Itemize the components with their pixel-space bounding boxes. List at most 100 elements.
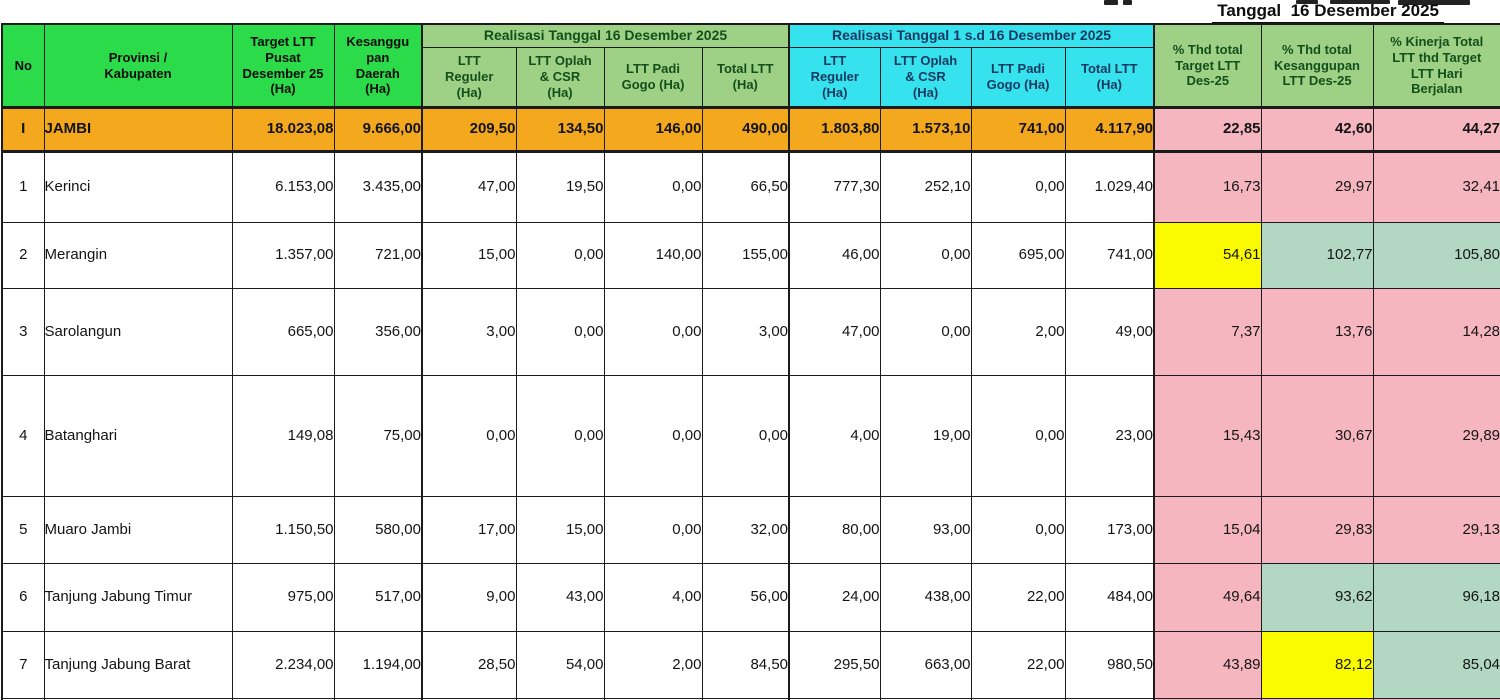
value-cell: 490,00 xyxy=(701,106,790,153)
value-cell: 84,50 xyxy=(701,631,790,699)
province-total-row: I JAMBI 18.023,08 9.666,00 209,50 134,50 146,0… xyxy=(1,106,1500,153)
region-name-cell: Muaro Jambi xyxy=(43,496,233,564)
percent-cell: 7,37 xyxy=(1153,288,1262,376)
value-cell: 49,00 xyxy=(1064,288,1155,376)
value-cell: 2,00 xyxy=(970,288,1066,376)
region-name-cell: Tanjung Jabung Timur xyxy=(43,563,233,632)
col-header-kesanggupan: Kesanggu pan Daerah (Ha) xyxy=(333,23,423,108)
value-cell: 43,00 xyxy=(515,563,605,632)
value-cell: 1.357,00 xyxy=(231,222,335,289)
value-cell: 140,00 xyxy=(603,222,703,289)
district-row: 5 Muaro Jambi 1.150,50 580,00 17,00 15,00 0,00… xyxy=(1,496,1500,564)
value-cell: 9,00 xyxy=(421,563,517,632)
value-cell: 695,00 xyxy=(970,222,1066,289)
table-body: I JAMBI 18.023,08 9.666,00 209,50 134,50 146,0… xyxy=(1,106,1500,700)
value-cell: 22,00 xyxy=(970,631,1066,699)
value-cell: 28,50 xyxy=(421,631,517,699)
value-cell: 75,00 xyxy=(333,375,423,497)
value-cell: 209,50 xyxy=(421,106,517,153)
value-cell: 19,50 xyxy=(515,151,605,223)
table-header: No Provinsi / Kabupaten Target LTT Pusat… xyxy=(1,23,1500,108)
value-cell: 146,00 xyxy=(603,106,703,153)
report-date: Tanggal 16 Desember 2025 xyxy=(1212,1,1444,24)
percent-cell: 102,77 xyxy=(1260,222,1374,289)
row-number-cell: 6 xyxy=(1,563,45,632)
percent-cell: 15,04 xyxy=(1153,496,1262,564)
clipped-text-fragment xyxy=(1296,0,1318,4)
percent-cell: 93,62 xyxy=(1260,563,1374,632)
row-number-cell: 2 xyxy=(1,222,45,289)
col-header-ltt-reguler-1: LTT Reguler (Ha) xyxy=(421,47,517,108)
value-cell: 0,00 xyxy=(515,288,605,376)
region-name-cell: Batanghari xyxy=(43,375,233,497)
group-header-realisasi-1sd16-des: Realisasi Tanggal 1 s.d 16 Desember 2025 xyxy=(788,23,1155,48)
percent-cell: 29,97 xyxy=(1260,151,1374,223)
clipped-text-fragment xyxy=(1104,0,1118,5)
value-cell: 721,00 xyxy=(333,222,423,289)
value-cell: 0,00 xyxy=(701,375,790,497)
value-cell: 741,00 xyxy=(970,106,1066,153)
value-cell: 15,00 xyxy=(515,496,605,564)
col-header-ltt-reguler-2: LTT Reguler (Ha) xyxy=(788,47,881,108)
value-cell: 1.029,40 xyxy=(1064,151,1155,223)
district-row: 1 Kerinci 6.153,00 3.435,00 47,00 19,50 0,00 66… xyxy=(1,151,1500,223)
value-cell: 4.117,90 xyxy=(1064,106,1155,153)
percent-cell: 13,76 xyxy=(1260,288,1374,376)
value-cell: 741,00 xyxy=(1064,222,1155,289)
value-cell: 517,00 xyxy=(333,563,423,632)
value-cell: 66,50 xyxy=(701,151,790,223)
percent-cell xyxy=(1372,698,1500,700)
percent-cell: 29,89 xyxy=(1372,375,1500,497)
value-cell: 0,00 xyxy=(515,375,605,497)
percent-cell: 22,85 xyxy=(1153,106,1262,153)
value-cell: 46,00 xyxy=(788,222,881,289)
col-header-ltt-oplah-1: LTT Oplah & CSR (Ha) xyxy=(515,47,605,108)
district-row: 7 Tanjung Jabung Barat 2.234,00 1.194,00 28,… xyxy=(1,631,1500,699)
col-header-pct-kinerja: % Kinerja Total LTT thd Target LTT Hari … xyxy=(1372,23,1500,108)
value-cell: 149,08 xyxy=(231,375,335,497)
value-cell: 2.234,00 xyxy=(231,631,335,699)
value-cell: 134,50 xyxy=(515,106,605,153)
percent-cell: 32,41 xyxy=(1372,151,1500,223)
row-number-cell: 1 xyxy=(1,151,45,223)
value-cell: 17,00 xyxy=(421,496,517,564)
region-name-cell: Kerinci xyxy=(43,151,233,223)
percent-cell: 16,73 xyxy=(1153,151,1262,223)
region-name-cell: Sarolangun xyxy=(43,288,233,376)
region-name-cell: Tanjung Jabung Barat xyxy=(43,631,233,699)
row-number-cell: 4 xyxy=(1,375,45,497)
value-cell: 0,00 xyxy=(603,375,703,497)
percent-cell: 82,12 xyxy=(1260,631,1374,699)
value-cell: 4,00 xyxy=(603,563,703,632)
district-row: 2 Merangin 1.357,00 721,00 15,00 0,00 140,00 15… xyxy=(1,222,1500,289)
col-header-target: Target LTT Pusat Desember 25 (Ha) xyxy=(231,23,335,108)
col-header-pct-kesanggupan: % Thd total Kesanggupan LTT Des-25 xyxy=(1260,23,1374,108)
value-cell: 54,00 xyxy=(515,631,605,699)
value-cell: 173,00 xyxy=(1064,496,1155,564)
value-cell: 663,00 xyxy=(879,631,972,699)
value-cell: 24,00 xyxy=(788,563,881,632)
percent-cell: 105,80 xyxy=(1372,222,1500,289)
col-header-province: Provinsi / Kabupaten xyxy=(43,23,233,108)
value-cell: 1.150,50 xyxy=(231,496,335,564)
value-cell: 32,00 xyxy=(701,496,790,564)
percent-cell: 29,13 xyxy=(1372,496,1500,564)
district-row-clipped xyxy=(1,698,1500,700)
percent-cell: 15,43 xyxy=(1153,375,1262,497)
percent-cell: 44,27 xyxy=(1372,106,1500,153)
percent-cell: 85,04 xyxy=(1372,631,1500,699)
value-cell: 295,50 xyxy=(788,631,881,699)
value-cell: 975,00 xyxy=(231,563,335,632)
value-cell: 0,00 xyxy=(603,496,703,564)
ltt-report-table: No Provinsi / Kabupaten Target LTT Pusat… xyxy=(1,23,1500,700)
percent-cell: 29,83 xyxy=(1260,496,1374,564)
value-cell: 3.435,00 xyxy=(333,151,423,223)
value-cell: 3,00 xyxy=(421,288,517,376)
row-number-cell: 5 xyxy=(1,496,45,564)
region-name-cell: Merangin xyxy=(43,222,233,289)
district-row: 6 Tanjung Jabung Timur 975,00 517,00 9,00 43,… xyxy=(1,563,1500,632)
value-cell: 3,00 xyxy=(701,288,790,376)
col-header-ltt-oplah-2: LTT Oplah & CSR (Ha) xyxy=(879,47,972,108)
region-name-cell: JAMBI xyxy=(43,106,233,153)
